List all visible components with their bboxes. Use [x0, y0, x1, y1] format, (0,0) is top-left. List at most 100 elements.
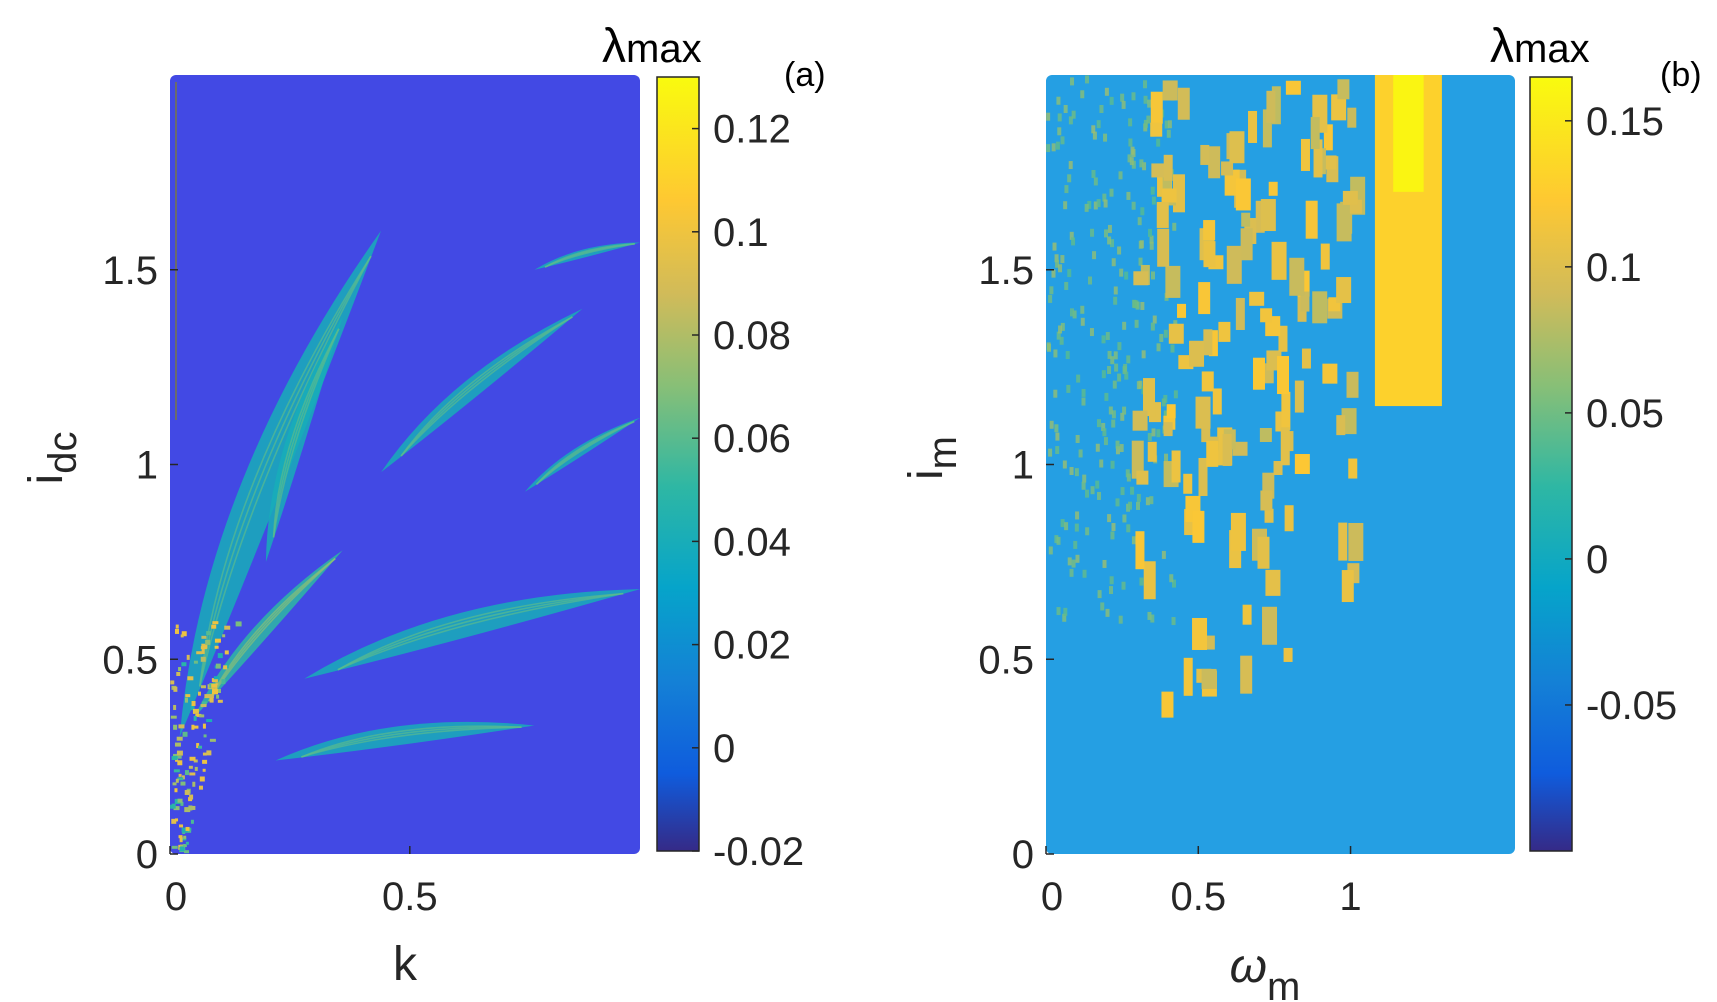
panel-a-chaotic-cell — [191, 700, 196, 706]
panel-a-colorbar-label: λmax — [602, 20, 702, 73]
panel-b-fringe-cell — [1111, 523, 1116, 532]
panel-a-chaotic-cell — [182, 731, 188, 737]
panel-b-fringe-cell — [1109, 586, 1114, 595]
panel-b-fringe-cell — [1081, 388, 1086, 397]
panel-b-chaotic-block — [1229, 131, 1245, 164]
panel-a-chaotic-cell — [209, 697, 214, 703]
panel-b-chaotic-block — [1346, 371, 1359, 398]
panel-b-chaotic-block — [1151, 163, 1167, 178]
panel-b-chaotic-block — [1300, 291, 1310, 312]
panel-b-fringe-cell — [1163, 329, 1168, 338]
panel-b-chaotic-column — [1393, 75, 1424, 192]
panel-b-chaotic-block — [1162, 164, 1172, 203]
panel-a-label: (a) — [784, 56, 826, 94]
panel-b-fringe-cell — [1055, 259, 1060, 268]
panel-b-fringe-cell — [1122, 514, 1127, 523]
panel-a-chaotic-cell — [186, 654, 190, 660]
panel-b-chaotic-block — [1264, 508, 1274, 523]
panel-a-chaotic-cell — [177, 760, 183, 766]
panel-b-fringe-cell — [1053, 389, 1058, 398]
panel-b-fringe-cell — [1054, 424, 1059, 433]
panel-b-chaotic-block — [1342, 190, 1358, 205]
panel-b-chaotic-block — [1249, 291, 1265, 306]
panel-a-chaotic-cell — [203, 734, 207, 738]
panel-a-chaotic-cell — [180, 801, 184, 806]
panel-b-fringe-cell — [1084, 203, 1089, 212]
panel-a-tongue — [275, 721, 535, 761]
panel-a-chaotic-cell — [190, 705, 195, 711]
panel-a-chaotic-cell — [181, 837, 187, 841]
panel-b-fringe-cell — [1047, 343, 1052, 352]
panel-b-fringe-cell — [1126, 473, 1131, 482]
panel-b-chaotic-block — [1192, 617, 1208, 650]
panel-b-fringe-cell — [1140, 207, 1145, 216]
panel-a-tongue-texture — [301, 725, 522, 758]
panel-b-xlabel-main: ω — [1230, 940, 1267, 993]
panel-a-chaotic-cell — [189, 756, 196, 761]
panel-a-chaotic-cell — [179, 837, 183, 843]
panel-a-tongue-texture — [337, 592, 624, 671]
panel-a-tongue — [381, 308, 583, 473]
panel-b-fringe-cell — [1126, 355, 1131, 364]
panel-a-tongue — [304, 589, 640, 679]
panel-b-fringe-cell — [1075, 554, 1080, 563]
panel-b-fringe-cell — [1060, 322, 1065, 331]
panel-b-fringe-cell — [1056, 96, 1061, 105]
panel-b-fringe-cell — [1056, 536, 1061, 545]
panel-a-chaotic-cell — [217, 653, 223, 659]
panel-b-chaotic-block — [1252, 357, 1265, 390]
panel-b-fringe-cell — [1080, 305, 1085, 314]
panel-a-chaotic-cell — [177, 798, 183, 803]
panel-b-fringe-cell — [1161, 398, 1166, 407]
panel-b-chaotic-block — [1320, 243, 1330, 270]
panel-b-chaotic-block — [1289, 257, 1305, 296]
panel-b-chaotic-block — [1336, 415, 1346, 436]
panel-b-chaotic-block — [1172, 174, 1185, 213]
panel-b-fringe-cell — [1149, 235, 1154, 244]
panel-b-fringe-cell — [1126, 524, 1131, 533]
panel-b-chaotic-block — [1341, 570, 1354, 603]
panel-b-fringe-cell — [1140, 301, 1145, 310]
panel-a-tongue-texture — [301, 726, 522, 758]
panel-b-fringe-cell — [1048, 294, 1053, 303]
panel-b-chaotic-block — [1271, 86, 1281, 125]
panel-b-chaotic-block — [1201, 668, 1217, 689]
panel-a-ytick-label: 1.5 — [102, 249, 158, 293]
panel-b-fringe-cell — [1100, 602, 1105, 611]
panel-b-fringe-cell — [1131, 149, 1136, 158]
panel-b-fringe-cell — [1097, 590, 1102, 599]
panel-b-fringe-cell — [1120, 93, 1125, 102]
panel-b-chaotic-block — [1198, 457, 1208, 496]
panel-b-chaotic-block — [1221, 161, 1234, 176]
panel-a-chaotic-cell — [191, 724, 195, 730]
panel-a-chaotic-cell — [185, 694, 191, 698]
panel-a-cbtick-label: 0 — [713, 727, 735, 771]
panel-b-fringe-cell — [1093, 177, 1098, 186]
panel-b-fringe-cell — [1114, 363, 1119, 372]
panel-b-chaotic-block — [1336, 203, 1352, 242]
panel-b-fringe-cell — [1146, 115, 1151, 124]
panel-b-fringe-cell — [1152, 315, 1157, 324]
panel-a-chaotic-cell — [196, 743, 200, 749]
panel-b-fringe-cell — [1117, 342, 1122, 351]
panel-b-chaotic-block — [1201, 371, 1214, 392]
panel-a-chaotic-cell — [175, 624, 179, 629]
panel-b-chaotic-block — [1240, 228, 1253, 261]
panel-b-fringe-cell — [1091, 169, 1096, 178]
panel-b-fringe-cell — [1072, 310, 1077, 319]
panel-b-chaotic-block — [1260, 308, 1273, 323]
panel-b-fringe-cell — [1096, 199, 1101, 208]
panel-a-chaotic-cell — [204, 694, 210, 699]
panel-a-cbtick-label: 0.12 — [713, 108, 791, 152]
panel-a-chaotic-cell — [170, 715, 177, 719]
panel-a-chaotic-cell — [190, 819, 194, 824]
panel-b-colorbar-label-sub: max — [1514, 27, 1590, 71]
panel-a-chaotic-cell — [184, 807, 191, 813]
panel-a-tongue-texture — [544, 243, 635, 268]
panel-b-fringe-cell — [1066, 384, 1071, 393]
panel-b-fringe-cell — [1090, 486, 1095, 495]
panel-b-chaotic-block — [1235, 297, 1245, 330]
panel-b-fringe-cell — [1135, 301, 1140, 310]
panel-b-fringe-cell — [1062, 460, 1067, 469]
panel-b-chaotic-block — [1189, 340, 1205, 367]
